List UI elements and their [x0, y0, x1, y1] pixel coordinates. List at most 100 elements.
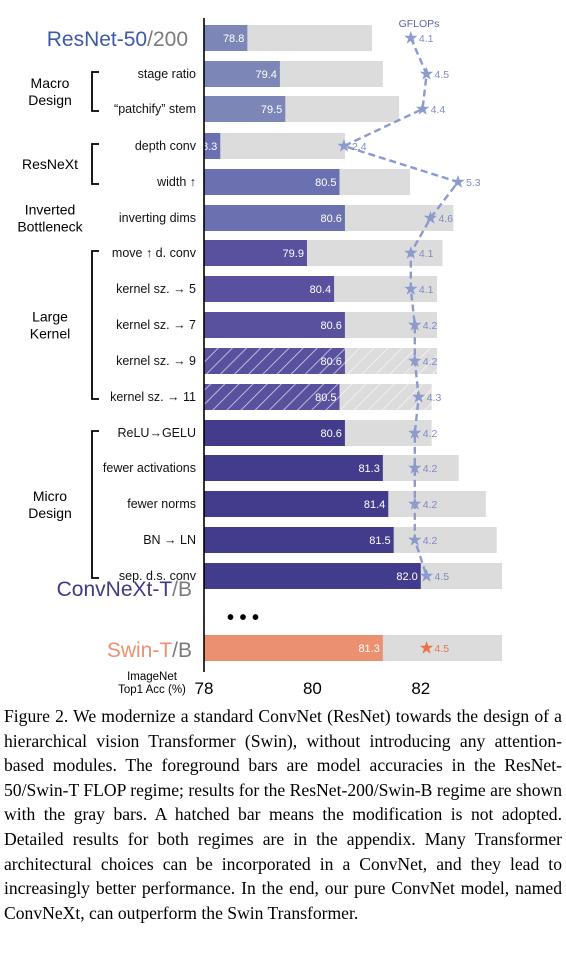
group-label-4-line-0: Micro: [33, 488, 67, 504]
fg-bar-1: [204, 61, 280, 87]
gflops-star-16: [419, 641, 434, 654]
fg-bar-5: [204, 205, 345, 231]
gflops-star-14: [408, 533, 422, 546]
gflops-value-14: 4.2: [423, 535, 438, 547]
group-label-1-line-0: ResNeXt: [22, 156, 78, 172]
gflops-star-9: [408, 354, 422, 367]
bar-value-label-16: 81.3: [358, 643, 379, 655]
group-label-0-line-0: Macro: [31, 75, 70, 91]
convnext-modernization-chart: 78.8 79.4 79.5 78.3 80.5 80.6 79.9 80.4 80.6 80.6…: [17, 18, 503, 698]
fg-bar-14: [204, 527, 394, 553]
gflops-star-4: [451, 175, 465, 188]
fg-bar-16: [204, 635, 383, 661]
fg-bar-11: [204, 420, 345, 446]
gflops-value-7: 4.1: [419, 284, 434, 296]
gflops-star-1: [419, 67, 434, 80]
bar-value-label-14: 81.5: [369, 535, 390, 547]
row-label-1: stage ratio: [138, 67, 196, 81]
group-bracket-0: [91, 71, 99, 112]
bar-value-label-13: 81.4: [364, 499, 385, 511]
row-label-15: sep. d.s. conv: [119, 569, 197, 583]
gflops-value-4: 5.3: [466, 177, 481, 189]
gflops-star-10: [412, 390, 426, 403]
x-tick-label-0: 78: [195, 679, 214, 698]
swin-model-label: Swin-T/B: [107, 639, 192, 662]
gflops-star-13: [408, 497, 422, 510]
bar-value-label-1: 79.4: [255, 69, 276, 81]
row-label-2: “patchify” stem: [114, 102, 196, 116]
gflops-star-3: [337, 139, 351, 152]
gflops-value-3: 2.4: [352, 141, 367, 153]
group-label-3-line-1: Kernel: [30, 326, 70, 342]
bar-value-label-5: 80.6: [320, 213, 341, 225]
row-label-10: kernel sz. → 11: [110, 390, 196, 404]
gflops-star-15: [419, 569, 434, 582]
row-label-14: BN → LN: [143, 533, 196, 547]
fg-bar-15: [204, 563, 421, 589]
bar-value-label-8: 80.6: [320, 320, 341, 332]
bar-value-label-9: 80.6: [320, 356, 341, 368]
bg-bar-3: [204, 133, 345, 159]
gflops-value-12: 4.2: [423, 463, 438, 475]
bar-value-label-4: 80.5: [315, 177, 336, 189]
fg-bar-6: [204, 240, 307, 266]
gflops-value-6: 4.1: [419, 248, 434, 260]
fg-bar-7: [204, 276, 335, 302]
gflops-value-16: 4.5: [435, 643, 450, 655]
row-label-8: kernel sz. → 7: [116, 318, 196, 332]
gflops-value-9: 4.2: [423, 356, 438, 368]
gflops-star-6: [404, 246, 418, 259]
row-label-4: width ↑: [156, 175, 196, 189]
row-label-5: inverting dims: [119, 211, 196, 225]
fg-bar-0: [204, 25, 248, 51]
row-label-9: kernel sz. → 9: [116, 354, 196, 368]
x-tick-label-2: 82: [411, 679, 430, 698]
fg-bar-12: [204, 455, 383, 481]
gflops-value-11: 4.2: [423, 428, 438, 440]
gflops-value-2: 4.4: [431, 104, 446, 116]
gflops-value-15: 4.5: [435, 571, 450, 583]
group-bracket-4: [91, 430, 99, 579]
x-tick-label-1: 80: [303, 679, 322, 698]
group-label-4-line-1: Design: [28, 505, 72, 521]
fg-bar-8: [204, 312, 345, 338]
fg-bar-3: [204, 133, 221, 159]
bar-value-label-15: 82.0: [396, 571, 417, 583]
bar-value-label-12: 81.3: [358, 463, 379, 475]
resnet-model-label: ResNet-50/200: [47, 28, 188, 51]
bar-value-label-10: 80.5: [315, 392, 336, 404]
row-label-6: move ↑ d. conv: [112, 246, 197, 260]
row-label-13: fewer norms: [127, 497, 196, 511]
gflops-star-8: [408, 318, 422, 331]
group-label-2-line-1: Bottleneck: [17, 219, 83, 235]
bar-value-label-2: 79.5: [261, 104, 282, 116]
gflops-star-7: [404, 282, 418, 295]
group-bracket-1: [91, 143, 99, 185]
gflops-star-12: [408, 461, 422, 474]
gflops-value-0: 4.1: [419, 33, 434, 45]
row-label-7: kernel sz. → 5: [116, 282, 196, 296]
fg-bar-4: [204, 169, 340, 195]
gflops-legend-label: GFLOPs: [399, 18, 440, 30]
gflops-star-0: [404, 31, 418, 44]
gflops-value-10: 4.3: [427, 392, 442, 404]
convnext-model-label: ConvNeXt-T/B: [57, 578, 192, 601]
row-label-11: ReLU→GELU: [118, 426, 197, 440]
ellipsis-dots: • • •: [227, 607, 259, 629]
bar-value-label-3: 78.3: [196, 141, 217, 153]
gflops-star-11: [408, 426, 422, 439]
hatch-overlay-9: [204, 348, 438, 374]
gflops-line: [340, 37, 460, 577]
hatch-overlay-10: [204, 384, 432, 410]
gflops-star-5: [423, 211, 438, 224]
bar-value-label-0: 78.8: [223, 33, 244, 45]
figure-caption: Figure 2. We modernize a standard ConvNe…: [4, 706, 562, 923]
gflops-star-2: [416, 102, 430, 115]
gflops-value-8: 4.2: [423, 320, 438, 332]
group-label-0-line-1: Design: [28, 92, 72, 108]
row-label-3: depth conv: [135, 139, 197, 153]
group-bracket-3: [91, 250, 99, 400]
gflops-value-13: 4.2: [423, 499, 438, 511]
group-label-3-line-0: Large: [32, 309, 68, 325]
x-axis-label-line-1: Top1 Acc (%): [118, 684, 186, 696]
